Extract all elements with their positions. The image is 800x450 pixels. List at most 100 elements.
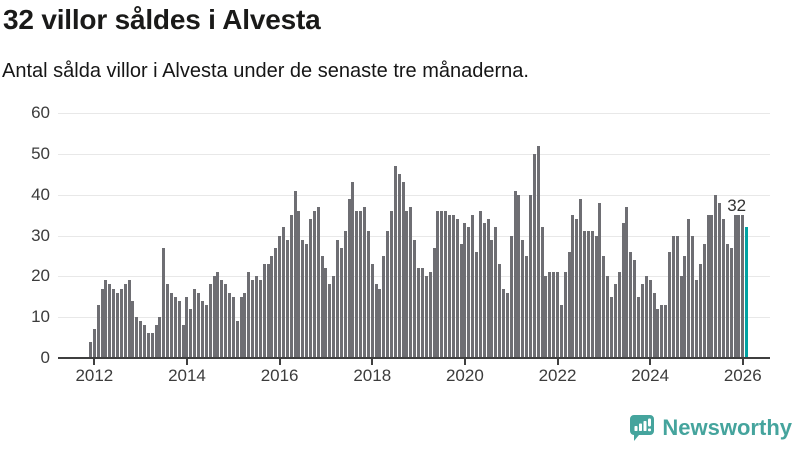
bar (575, 219, 579, 358)
bar (293, 191, 297, 358)
bar (312, 211, 316, 358)
bar (104, 280, 108, 358)
bar (366, 231, 370, 358)
bar (617, 272, 621, 358)
highlighted-bar (745, 227, 749, 358)
bar (212, 276, 216, 358)
bar (498, 264, 502, 358)
x-axis-tick (649, 359, 652, 365)
bar (339, 248, 343, 358)
bar (405, 211, 409, 358)
bar (324, 268, 328, 358)
y-axis-tick-label: 20 (31, 266, 50, 286)
bar (420, 268, 424, 358)
bar (528, 195, 532, 358)
bar (486, 219, 490, 358)
y-axis-tick-label: 0 (40, 348, 50, 367)
bar (482, 223, 486, 358)
bar (417, 268, 421, 358)
bar (100, 289, 104, 358)
bar (89, 342, 92, 358)
bar (702, 244, 706, 358)
bar (737, 215, 741, 358)
bar (173, 297, 177, 358)
bar (455, 219, 459, 358)
bar (428, 272, 432, 358)
bar (185, 297, 189, 358)
bar (606, 276, 610, 358)
bar (231, 297, 235, 358)
bar (432, 248, 436, 358)
bar (602, 256, 606, 358)
bar (660, 305, 664, 358)
bar (509, 236, 513, 358)
x-axis-tick (463, 359, 466, 365)
x-axis-tick (556, 359, 559, 365)
bar (359, 211, 363, 358)
bar (478, 211, 482, 358)
bar (571, 215, 575, 358)
gridline (58, 194, 770, 196)
bar (521, 240, 525, 358)
bar (154, 325, 158, 358)
bar (706, 215, 710, 358)
bar (513, 191, 517, 358)
bar (583, 231, 587, 358)
bar (320, 256, 324, 358)
bar (640, 284, 644, 358)
bar (733, 215, 737, 358)
bar (444, 211, 448, 358)
bar (559, 305, 563, 358)
bar (139, 321, 143, 358)
bar (552, 272, 556, 358)
bar (579, 199, 583, 358)
bar (656, 309, 660, 358)
bar (301, 240, 305, 358)
bar (378, 289, 382, 358)
newsworthy-logo[interactable]: Newsworthy (629, 414, 792, 441)
bar (162, 248, 166, 358)
bar (216, 272, 220, 358)
bar (285, 240, 289, 358)
bar (629, 252, 633, 358)
bar (710, 215, 714, 358)
bar (625, 207, 629, 358)
bar (224, 284, 228, 358)
bar (725, 244, 729, 358)
bar (166, 284, 170, 358)
bar (424, 276, 428, 358)
bar (718, 203, 722, 358)
y-axis-tick-label: 60 (31, 103, 50, 122)
bar (119, 289, 123, 358)
chart-subtitle: Antal sålda villor i Alvesta under de se… (2, 60, 529, 82)
bar (382, 256, 386, 358)
x-axis-tick-label: 2018 (353, 366, 392, 385)
y-axis-tick-label: 10 (31, 307, 50, 327)
bar (343, 231, 347, 358)
bar (305, 244, 309, 358)
bar (170, 293, 174, 358)
bar (467, 227, 471, 358)
bar (386, 231, 390, 358)
bar (644, 276, 648, 358)
x-axis-tick-label: 2012 (75, 366, 114, 385)
bar (127, 280, 131, 358)
bar (150, 333, 154, 358)
bar (116, 293, 120, 358)
x-axis-tick (741, 359, 744, 365)
bar (729, 248, 733, 358)
bar (494, 227, 498, 358)
bar (193, 289, 197, 358)
bar (254, 276, 258, 358)
bar (490, 240, 494, 358)
chart-title: 32 villor såldes i Alvesta (3, 4, 321, 35)
bar (239, 297, 243, 358)
bar (567, 252, 571, 358)
bar (177, 301, 181, 358)
bar (278, 236, 282, 358)
bar (308, 219, 312, 358)
bar (289, 215, 293, 358)
y-axis-tick-label: 50 (31, 143, 50, 163)
newsworthy-logo-icon (629, 414, 655, 441)
